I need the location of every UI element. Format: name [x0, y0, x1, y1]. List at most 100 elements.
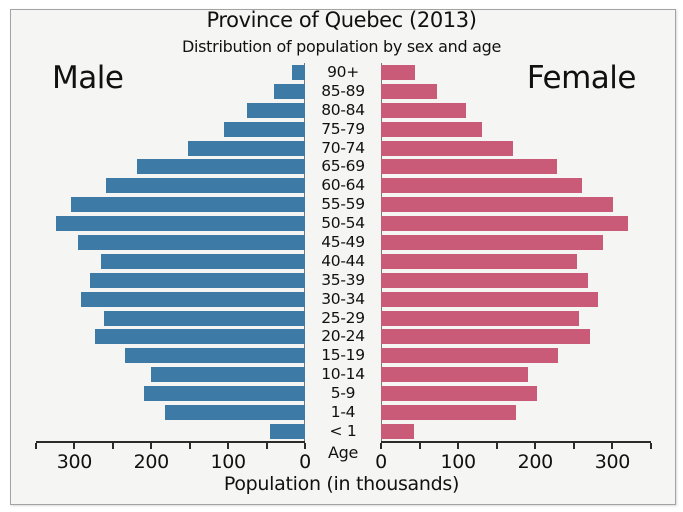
male-axis-tick [150, 443, 153, 449]
female-bar [381, 423, 415, 439]
male-bar-cell [36, 101, 305, 120]
age-group-label: 50-54 [321, 214, 365, 233]
female-bar-cell [381, 63, 651, 82]
age-group-label: 35-39 [321, 270, 365, 289]
age-group-label: 90+ [327, 63, 359, 81]
age-group-label: 30-34 [321, 289, 365, 308]
female-axis-tick-label: 300 [594, 451, 631, 473]
female-bar [381, 405, 516, 421]
pyramid-row: 70-74 [36, 139, 651, 158]
male-bar [274, 83, 305, 99]
male-bar [103, 310, 305, 326]
pyramid-row: 90+ [36, 63, 651, 82]
male-bar [291, 65, 305, 80]
male-bar [269, 423, 305, 439]
pyramid-row: 5-9 [36, 384, 651, 403]
female-bar-cell [381, 290, 651, 309]
age-group-label: 80-84 [321, 100, 365, 119]
male-bar-cell [36, 384, 305, 403]
male-bar [55, 216, 305, 232]
female-axis-tick [495, 443, 498, 449]
male-bar [137, 159, 305, 175]
pyramid-row: 75-79 [36, 120, 651, 139]
female-bar [381, 310, 580, 326]
age-group-label: 85-89 [321, 81, 365, 100]
male-axis-tick-label: 0 [299, 451, 311, 473]
female-bar [381, 159, 557, 175]
pyramid-row: 80-84 [36, 101, 651, 120]
male-bar-cell [36, 271, 305, 290]
female-axis-tick [534, 443, 537, 449]
female-bar [381, 102, 466, 118]
chart-subtitle: Distribution of population by sex and ag… [181, 37, 502, 56]
pyramid-row: 25-29 [36, 309, 651, 328]
male-bar-cell [36, 157, 305, 176]
male-bar [165, 405, 305, 421]
male-axis-tick [265, 443, 268, 449]
female-bar-cell [381, 422, 651, 441]
female-axis-tick [380, 443, 382, 449]
age-group-label: 60-64 [321, 176, 365, 195]
female-bar-cell [381, 214, 651, 233]
female-bar [381, 197, 614, 213]
age-group-label: 55-59 [321, 195, 365, 214]
female-axis-tick [572, 443, 575, 449]
age-group-label: 70-74 [321, 138, 365, 157]
male-bar-cell [36, 176, 305, 195]
male-bar-cell [36, 195, 305, 214]
male-bar [81, 291, 305, 307]
male-axis-tick [304, 443, 306, 449]
male-bar [188, 140, 305, 156]
female-bar-cell [381, 384, 651, 403]
male-bar-cell [36, 346, 305, 365]
female-section-label: Female [526, 60, 637, 96]
pyramid-row: 30-34 [36, 290, 651, 309]
male-bar-cell [36, 403, 305, 422]
male-axis-tick-label: 100 [210, 451, 246, 473]
female-axis-tick [611, 443, 614, 449]
male-bar [101, 253, 305, 269]
pyramid-row: 65-69 [36, 157, 651, 176]
male-bar-cell [36, 120, 305, 139]
male-axis-tick [227, 443, 230, 449]
pyramid-row: < 1 [36, 422, 651, 441]
female-axis-tick-label: 100 [440, 451, 476, 473]
pyramid-row: 45-49 [36, 233, 651, 252]
female-bar-cell [381, 346, 651, 365]
female-bar [381, 121, 483, 137]
age-group-label: 10-14 [321, 365, 365, 384]
female-bar [381, 235, 604, 251]
female-bar [381, 140, 513, 156]
male-bar [223, 121, 305, 137]
age-group-label: 15-19 [321, 346, 365, 365]
age-group-label: 75-79 [321, 119, 365, 138]
female-bar [381, 83, 438, 99]
female-bar [381, 178, 582, 194]
pyramid-row: 40-44 [36, 252, 651, 271]
male-bar-cell [36, 422, 305, 441]
male-bar [89, 272, 305, 288]
pyramid-row: 10-14 [36, 365, 651, 384]
male-axis-tick [35, 443, 37, 449]
female-axis-tick-label: 200 [517, 451, 554, 473]
female-bar-cell [381, 176, 651, 195]
male-bar-cell [36, 309, 305, 328]
age-group-label: 40-44 [321, 251, 365, 270]
male-bar-cell [36, 82, 305, 101]
female-bar-cell [381, 157, 651, 176]
age-group-label: 5-9 [330, 384, 356, 403]
male-bar-cell [36, 365, 305, 384]
male-bar-cell [36, 252, 305, 271]
female-bar-cell [381, 233, 651, 252]
age-group-label: 65-69 [321, 157, 365, 176]
male-axis-tick-label: 200 [133, 451, 170, 473]
female-axis-tick [418, 443, 421, 449]
male-axis-tick [188, 443, 191, 449]
female-bar [381, 291, 598, 307]
female-axis-tick [457, 443, 460, 449]
female-bar-cell [381, 403, 651, 422]
female-bar [381, 272, 588, 288]
female-bar [381, 348, 559, 364]
male-bar [125, 348, 305, 364]
x-axis-label: Population (in thousands) [223, 473, 460, 495]
